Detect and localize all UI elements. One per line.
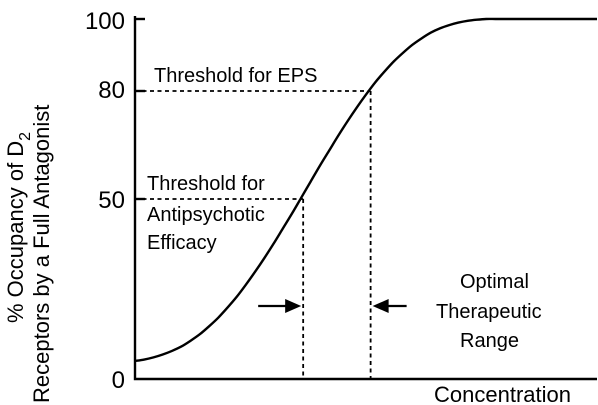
y-axis-label: % Occupancy of D2 Receptors by a Full An…: [3, 105, 54, 403]
y-axis-label-line1-main: % Occupancy of D: [3, 141, 28, 323]
plot-elements: [133, 16, 597, 381]
tick-label-50: 50: [98, 187, 125, 214]
x-axis-label: Concentration: [434, 382, 571, 405]
tick-label-0: 0: [112, 367, 125, 394]
range-arrow-right-head: [372, 299, 389, 313]
y-axis-label-line1-subscript: 2: [17, 132, 34, 141]
efficacy-threshold-label: Threshold for Antipsychotic Efficacy: [147, 173, 265, 254]
therapeutic-range-label-line1: Optimal: [460, 271, 529, 293]
efficacy-threshold-label-line1: Threshold for: [147, 173, 265, 195]
y-axis-label-line2: Receptors by a Full Antagonist: [29, 105, 54, 403]
tick-label-80: 80: [98, 77, 125, 104]
eps-threshold-label: Threshold for EPS: [154, 65, 317, 87]
axes: [133, 16, 597, 381]
efficacy-threshold-label-line2: Antipsychotic: [147, 204, 265, 226]
tick-label-100: 100: [85, 8, 125, 35]
therapeutic-range-label-line2: Therapeutic: [436, 301, 542, 323]
therapeutic-range-label-line3: Range: [460, 330, 519, 352]
occupancy-curve: [134, 17, 597, 363]
range-arrow-left-head: [285, 299, 302, 313]
efficacy-threshold-label-line3: Efficacy: [147, 232, 217, 254]
y-axis-label-line1: % Occupancy of D2: [3, 132, 34, 323]
therapeutic-range-label: Optimal Therapeutic Range: [436, 271, 542, 352]
